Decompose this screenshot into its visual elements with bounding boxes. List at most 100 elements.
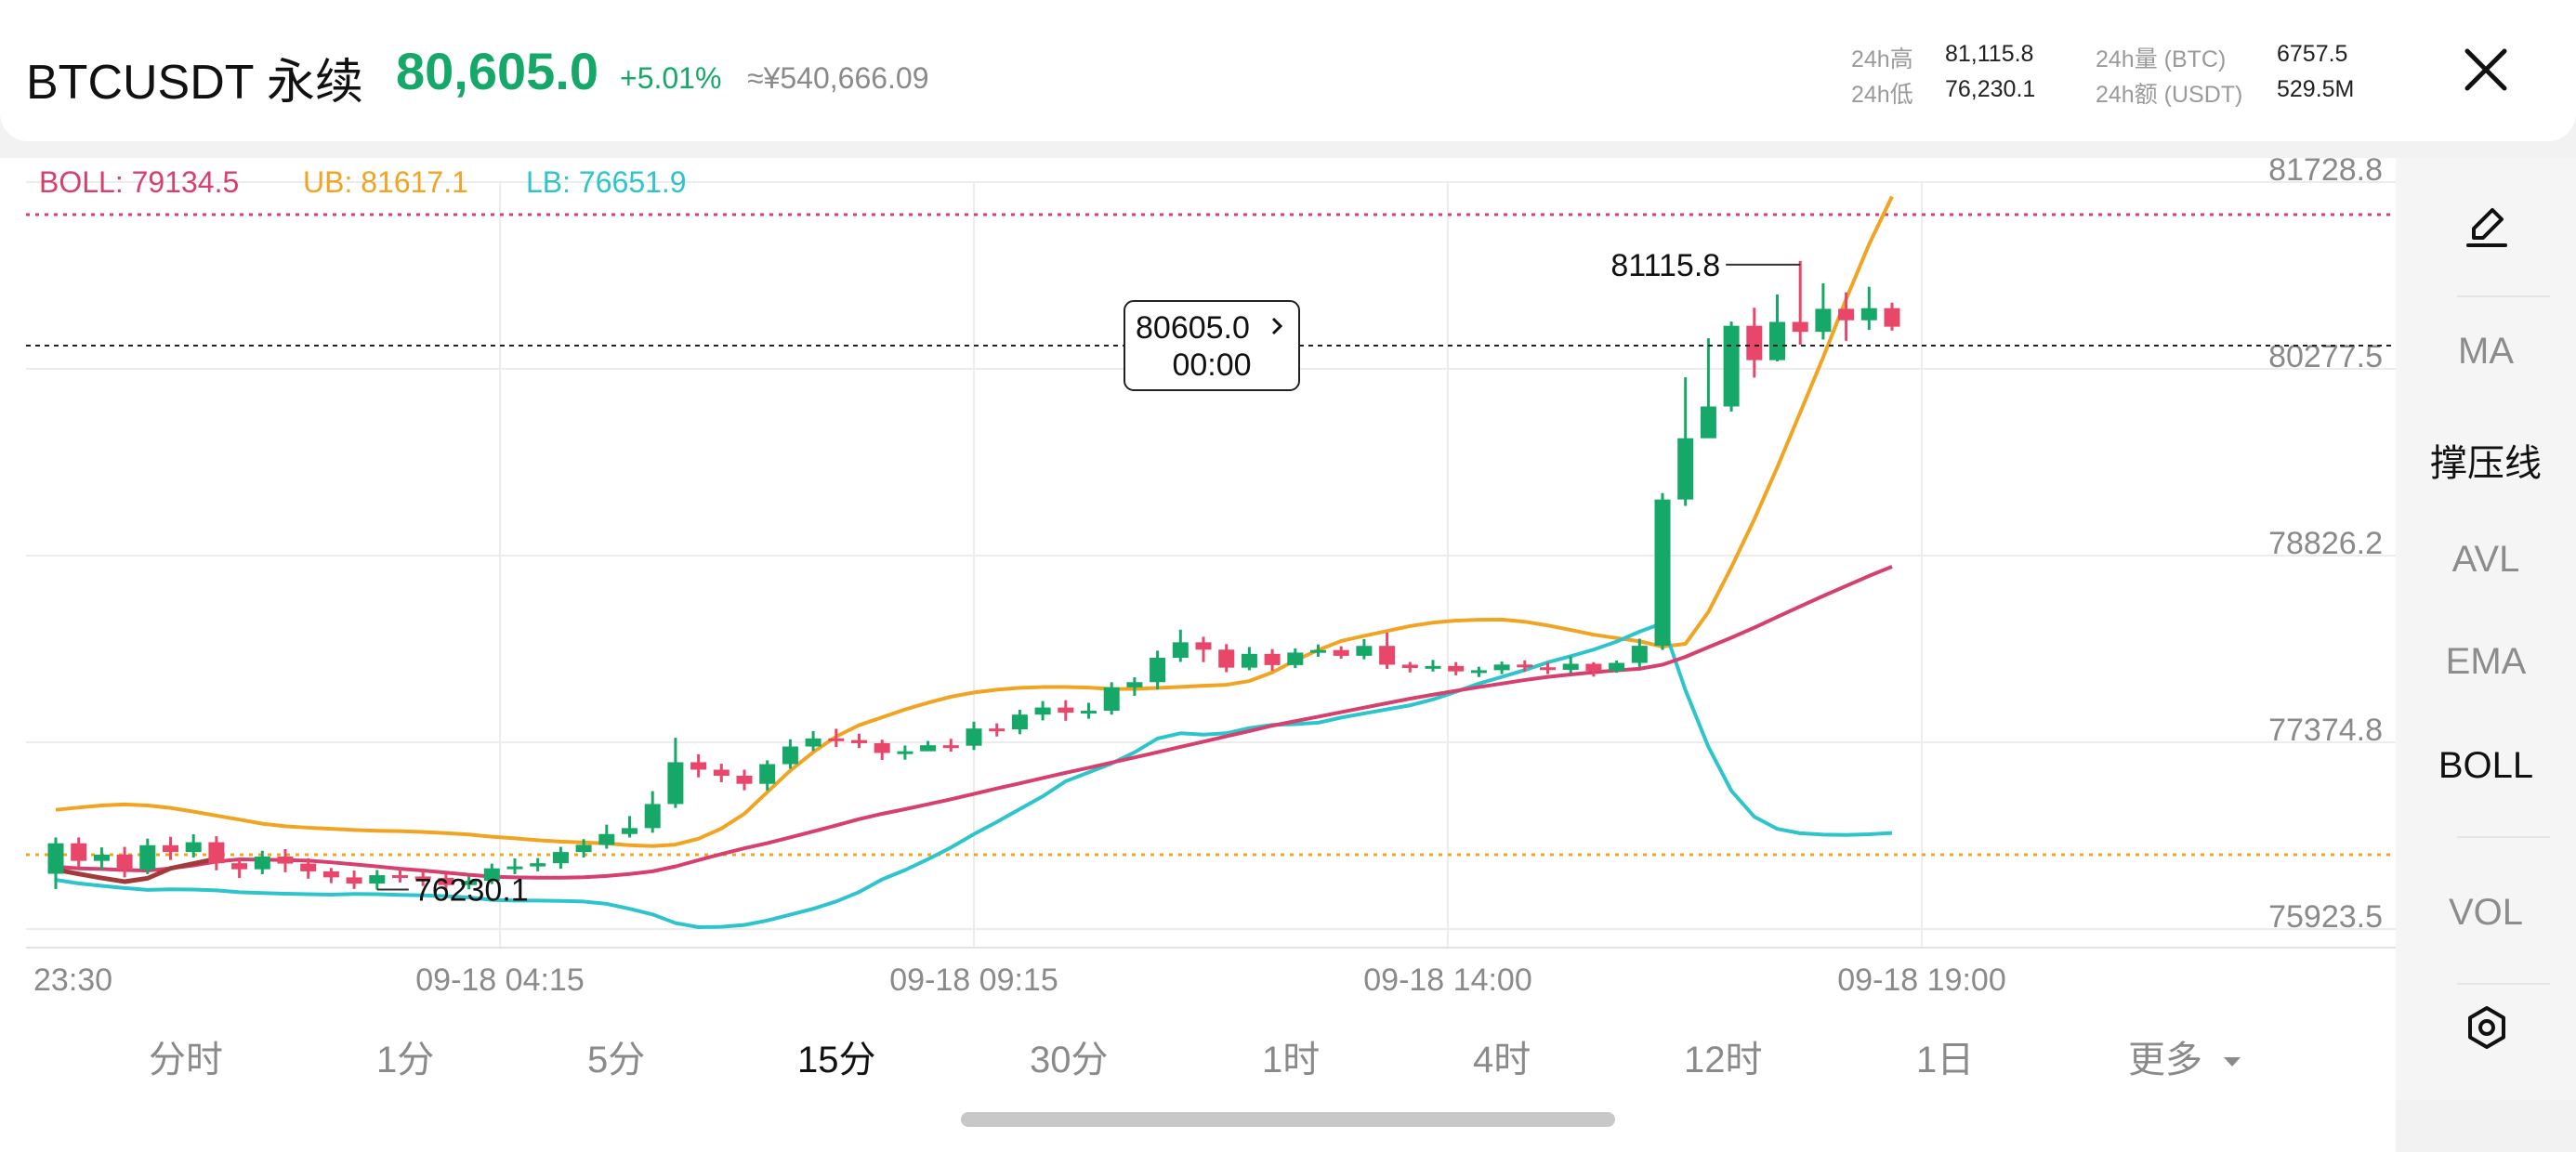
candle-up [1815, 308, 1832, 333]
candle-down [231, 863, 248, 870]
candle-up [1493, 664, 1510, 671]
candle-down [989, 728, 1005, 732]
candle-up [1860, 308, 1877, 321]
candle-down [1746, 325, 1763, 360]
close-button[interactable] [2453, 37, 2518, 102]
candle-up [139, 844, 156, 871]
high-marker-label: 81115.8 [1610, 248, 1720, 283]
candle-up [1150, 657, 1166, 683]
tab-30m[interactable]: 30分 [1030, 1040, 1109, 1080]
x-axis-tick-label: 09-18 09:15 [889, 962, 1058, 998]
tab-1h[interactable]: 1时 [1262, 1040, 1321, 1080]
last-price: 80,605.0 [396, 42, 598, 100]
candle-down [942, 745, 959, 749]
candle-up [1769, 321, 1785, 360]
home-indicator[interactable] [961, 1112, 1615, 1127]
candle-up [506, 866, 523, 870]
sidebar-item-vol[interactable]: VOL [2448, 892, 2524, 933]
candle-up [1011, 714, 1028, 730]
y-axis-tick-label: 80277.5 [2268, 339, 2383, 374]
candle-up [782, 746, 798, 765]
candle-down [208, 842, 225, 864]
tab-4h[interactable]: 4时 [1473, 1040, 1531, 1080]
low-24h-value: 76,230.1 [1945, 76, 2036, 102]
kline-chart[interactable]: 81728.8 80277.5 78826.2 77374.8 75923.5 23:30… [0, 0, 2396, 1007]
indicator-sidebar: MA 撑压线 AVL EMA BOLL VOL [2396, 158, 2576, 1100]
chevron-right-icon [1271, 317, 1283, 335]
candle-up [598, 833, 615, 845]
candle-up [1470, 670, 1487, 674]
tab-more[interactable]: 更多 [2128, 1029, 2242, 1083]
tab-timeline[interactable]: 分时 [149, 1040, 223, 1080]
candle-up [93, 854, 110, 861]
boll-line [55, 565, 1893, 880]
candle-down [1838, 308, 1855, 321]
candle-up [1034, 707, 1051, 715]
candle-down [414, 876, 431, 880]
candle-up [1562, 663, 1579, 671]
candle-down [71, 843, 87, 861]
candle-up [897, 751, 913, 754]
y-axis-tick-label: 78826.2 [2268, 526, 2383, 561]
header-bar: BTCUSDT 永续 80,605.0 +5.01% ≈¥540,666.09 … [0, 0, 2576, 141]
cny-price: ≈¥540,666.09 [747, 61, 929, 95]
tab-5m[interactable]: 5分 [587, 1040, 646, 1080]
candle-down [1585, 663, 1602, 672]
candle-down [116, 854, 133, 871]
candle-up [1172, 642, 1189, 658]
candle-up [1081, 711, 1097, 714]
sidebar-divider [2457, 836, 2550, 838]
sidebar-divider [2457, 295, 2550, 297]
settings-icon [2468, 1006, 2505, 1049]
candle-up [1287, 652, 1304, 665]
candle-down [300, 863, 317, 871]
candle-up [575, 844, 592, 853]
sidebar-item-avl[interactable]: AVL [2451, 539, 2520, 580]
close-icon [2464, 48, 2507, 91]
high-24h-value: 81,115.8 [1945, 41, 2034, 67]
candle-up [1103, 687, 1120, 712]
tab-1m[interactable]: 1分 [376, 1040, 435, 1080]
candle-down [1264, 653, 1281, 665]
y-axis-tick-label: 77374.8 [2268, 713, 2383, 748]
volume-btc-label: 24h量 (BTC) [2096, 46, 2227, 72]
candle-up [1241, 653, 1257, 668]
volume-btc-value: 6757.5 [2277, 41, 2348, 67]
tab-15m[interactable]: 15分 [797, 1040, 876, 1080]
symbol-title[interactable]: BTCUSDT 永续 [26, 56, 364, 110]
price-change-percent: +5.01% [620, 61, 722, 95]
sidebar-item-ema[interactable]: EMA [2445, 641, 2527, 682]
tab-12h[interactable]: 12时 [1684, 1040, 1763, 1080]
crosshair-price: 80605.0 [1136, 310, 1250, 346]
indicator-settings-button[interactable] [2464, 1005, 2509, 1054]
candle-down [1195, 642, 1212, 650]
candle-up [1700, 406, 1716, 439]
candle-down [851, 740, 867, 743]
draw-tool-button[interactable] [2464, 204, 2509, 254]
candle-down [1884, 308, 1900, 327]
high-24h-label: 24h高 [1851, 46, 1913, 72]
x-axis-tick-label: 23:30 [33, 962, 112, 998]
sidebar-item-boll[interactable]: BOLL [2438, 745, 2534, 786]
sidebar-item-support-resistance[interactable]: 撑压线 [2430, 443, 2542, 484]
turnover-usdt-value: 529.5M [2277, 76, 2355, 102]
lb-legend: LB: 76651.9 [526, 165, 687, 199]
candle-up [1654, 499, 1671, 647]
candle-up [1310, 649, 1326, 653]
candle-down [277, 856, 294, 864]
candle-down [690, 762, 707, 770]
low-24h-label: 24h低 [1851, 82, 1913, 108]
candle-up [622, 828, 637, 834]
candle-down [1058, 707, 1074, 713]
candle-down [1448, 665, 1465, 672]
candle-up [1631, 646, 1648, 663]
candle-down [1517, 664, 1533, 668]
candle-up [483, 868, 500, 882]
tab-1d[interactable]: 1日 [1916, 1040, 1975, 1080]
candle-up [1723, 325, 1740, 407]
candle-up [530, 863, 546, 867]
sidebar-item-ma[interactable]: MA [2458, 331, 2514, 372]
chevron-down-icon [2224, 1057, 2241, 1067]
candle-down [346, 877, 362, 884]
candle-up [369, 875, 386, 884]
